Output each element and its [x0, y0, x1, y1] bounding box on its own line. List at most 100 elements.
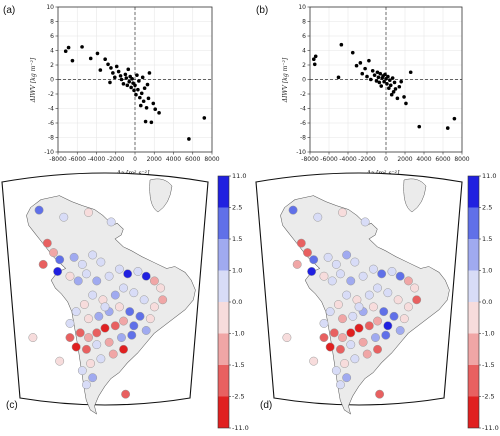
station-marker: [309, 255, 319, 265]
data-point: [144, 105, 149, 110]
station-marker: [303, 248, 312, 258]
data-point: [114, 64, 119, 69]
colorbar-d: 11.0 2.5 1.5 1.0 0.0 -1.0 -1.5 -2.5 -11.0: [467, 172, 499, 432]
station-marker: [104, 271, 114, 281]
data-point: [109, 66, 113, 70]
colorbar-tick-label: -1.0: [482, 330, 495, 338]
data-point: [95, 51, 100, 56]
data-point: [367, 58, 371, 63]
colorbar-segment: [218, 365, 229, 397]
station-marker: [34, 205, 44, 215]
data-point: [153, 107, 158, 112]
data-point: [360, 71, 365, 76]
colorbar-tick-label: 1.5: [482, 235, 492, 243]
colorbar-tick-label: 1.0: [482, 267, 492, 275]
station-marker: [319, 318, 329, 328]
data-point: [388, 78, 392, 83]
data-point: [132, 88, 136, 93]
data-point: [106, 62, 110, 67]
station-marker: [410, 283, 420, 293]
station-marker: [373, 283, 382, 293]
station-marker: [100, 323, 110, 333]
greenland-shape: [149, 178, 173, 213]
station-marker: [412, 295, 422, 305]
data-point: [139, 91, 144, 96]
data-point: [445, 126, 450, 130]
data-point: [386, 74, 390, 79]
data-point: [149, 120, 154, 125]
station-marker: [371, 333, 380, 343]
station-marker: [117, 333, 126, 343]
station-marker: [65, 271, 75, 281]
data-point: [129, 85, 133, 90]
station-marker: [119, 316, 128, 326]
station-marker: [42, 238, 52, 248]
scatter-panel-a: ΔIWV [kg m⁻²] Δz [m² s⁻²] -8000-6000-400…: [30, 4, 220, 177]
panel-a-label: (a): [3, 5, 15, 16]
y-tick-label: -10: [44, 149, 54, 156]
x-tick-label: -6000: [320, 156, 338, 163]
station-marker: [28, 333, 38, 343]
data-point: [363, 66, 367, 71]
data-point: [375, 70, 380, 75]
colorbar-tick-label: 11.0: [482, 172, 496, 180]
y-tick-label: 8: [50, 19, 54, 26]
data-point: [141, 99, 146, 104]
colorbar-tick-label: 11.0: [232, 172, 246, 180]
y-tick-label: -4: [48, 106, 54, 113]
colorbar-segment: [218, 302, 229, 334]
station-marker: [84, 333, 93, 343]
data-point: [393, 87, 398, 91]
station-marker: [65, 318, 75, 328]
station-marker: [92, 328, 102, 338]
greenland-shape: [403, 178, 427, 213]
data-point: [358, 61, 363, 65]
station-marker: [108, 349, 118, 359]
panel-c-label: (c): [6, 400, 18, 411]
data-point: [66, 45, 71, 50]
colorbar-segment: [468, 365, 479, 397]
station-marker: [346, 340, 356, 350]
x-tick-label: -6000: [69, 156, 87, 163]
station-marker: [379, 307, 389, 317]
station-marker: [389, 311, 399, 321]
y-tick-label: -6: [300, 120, 306, 127]
station-marker: [149, 302, 159, 312]
station-marker: [377, 269, 387, 279]
station-marker: [360, 217, 370, 227]
station-marker: [319, 271, 329, 281]
station-marker: [333, 300, 343, 309]
colorbar-tick-label: 0.0: [482, 298, 492, 306]
station-marker: [292, 259, 302, 269]
y-tick-label: 4: [302, 48, 306, 55]
data-point: [157, 111, 161, 115]
y-tick-label: -4: [300, 106, 306, 113]
station-marker: [358, 337, 368, 347]
station-marker: [338, 333, 347, 343]
data-point: [125, 83, 130, 88]
station-marker: [84, 208, 93, 217]
data-point: [80, 45, 84, 49]
x-tick-label: -8000: [49, 156, 67, 163]
data-point: [145, 82, 150, 87]
y-tick-label: -10: [296, 149, 306, 156]
data-point: [138, 103, 143, 108]
station-marker: [354, 302, 364, 312]
data-point: [378, 71, 383, 76]
station-marker: [123, 269, 133, 279]
station-marker: [325, 342, 335, 352]
station-marker: [325, 307, 335, 317]
station-marker: [71, 342, 81, 352]
colorbar-tick-label: -1.0: [232, 330, 245, 338]
station-marker: [336, 380, 345, 390]
station-marker: [88, 290, 98, 300]
colorbar-segment: [218, 207, 229, 239]
colorbar-tick-label: 1.5: [232, 235, 242, 243]
station-marker: [121, 389, 131, 399]
station-marker: [331, 366, 341, 376]
station-marker: [119, 283, 128, 293]
data-point: [452, 116, 457, 121]
data-point: [374, 79, 379, 83]
panel-d-label: (d): [260, 400, 272, 411]
panel-b-ylabel: ΔIWV [kg m⁻²]: [282, 57, 289, 103]
